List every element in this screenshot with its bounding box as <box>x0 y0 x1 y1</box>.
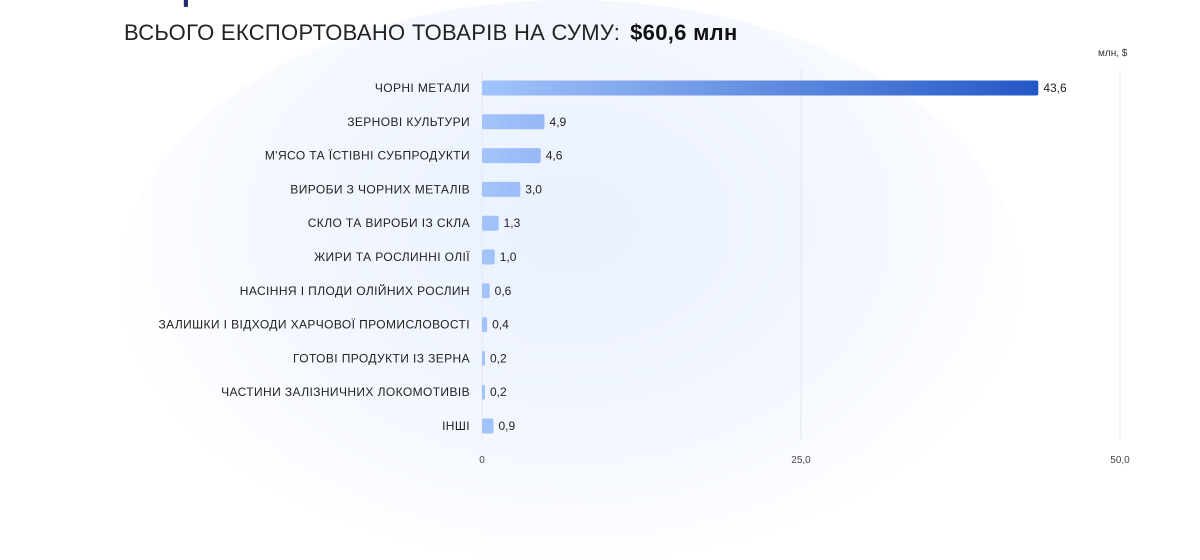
bar <box>482 384 485 400</box>
x-tick-label: 50,0 <box>1110 455 1130 466</box>
bar-row: ГОТОВІ ПРОДУКТИ ІЗ ЗЕРНА 0,2 <box>293 350 507 366</box>
value-label: 4,9 <box>550 115 567 129</box>
category-label: НАСІННЯ І ПЛОДИ ОЛІЙНИХ РОСЛИН <box>240 283 470 298</box>
x-tick-label: 0 <box>479 455 485 466</box>
category-label: СКЛО ТА ВИРОБИ ІЗ СКЛА <box>308 216 470 230</box>
grid-layer <box>481 70 1121 440</box>
bar-row: ЧАСТИНИ ЗАЛІЗНИЧНИХ ЛОКОМОТИВІВ 0,2 <box>221 384 507 400</box>
bar-row: М'ЯСО ТА ЇСТІВНІ СУБПРОДУКТИ 4,6 <box>265 148 563 164</box>
export-total-caption: ВСЬОГО ЕКСПОРТОВАНО ТОВАРІВ НА СУМУ: <box>124 20 621 45</box>
category-label: М'ЯСО ТА ЇСТІВНІ СУБПРОДУКТИ <box>265 149 470 163</box>
bar-row: ВИРОБИ З ЧОРНИХ МЕТАЛІВ 3,0 <box>290 181 542 197</box>
bar-row: ЗЕРНОВІ КУЛЬТУРИ 4,9 <box>347 114 567 130</box>
bar <box>482 215 499 231</box>
value-label: 0,6 <box>495 284 512 298</box>
bar <box>482 249 495 265</box>
bar <box>482 418 494 434</box>
export-total-value: $60,6 млн <box>630 20 738 45</box>
category-label: ЧАСТИНИ ЗАЛІЗНИЧНИХ ЛОКОМОТИВІВ <box>221 385 470 399</box>
bar <box>482 80 1039 96</box>
bar-row: ЧОРНІ МЕТАЛИ 43,6 <box>375 80 1067 96</box>
value-label: 1,3 <box>504 216 521 230</box>
bar-row: ЖИРИ ТА РОСЛИННІ ОЛІЇ 1,0 <box>314 249 517 265</box>
bar-row: ІНШІ 0,9 <box>442 418 515 434</box>
unit-label: млн, $ <box>1098 48 1128 59</box>
bar <box>482 350 485 366</box>
category-label: ЖИРИ ТА РОСЛИННІ ОЛІЇ <box>314 250 470 264</box>
category-label: ЗЕРНОВІ КУЛЬТУРИ <box>347 115 470 129</box>
bars-layer: ЧОРНІ МЕТАЛИ 43,6 ЗЕРНОВІ КУЛЬТУРИ 4,9 М'ЯСО… <box>159 80 1067 434</box>
value-label: 0,2 <box>490 385 507 399</box>
x-axis-ticks: 0 25,0 50,0 <box>479 455 1130 466</box>
export-bar-chart: ЧОРНІ МЕТАЛИ 43,6 ЗЕРНОВІ КУЛЬТУРИ 4,9 М'ЯСО… <box>159 70 1130 466</box>
category-label: ЗАЛИШКИ І ВІДХОДИ ХАРЧОВОЇ ПРОМИСЛОВОСТІ <box>159 318 470 332</box>
bar <box>482 148 541 164</box>
page-title: РЕЦІЯ <box>118 0 222 9</box>
value-label: 4,6 <box>546 149 563 163</box>
value-label: 0,9 <box>498 419 515 433</box>
category-label: ВИРОБИ З ЧОРНИХ МЕТАЛІВ <box>290 182 470 196</box>
bar <box>482 114 545 130</box>
value-label: 43,6 <box>1043 81 1067 95</box>
bar-row: НАСІННЯ І ПЛОДИ ОЛІЙНИХ РОСЛИН 0,6 <box>240 283 512 299</box>
value-label: 0,4 <box>492 318 509 332</box>
bar-row: ЗАЛИШКИ І ВІДХОДИ ХАРЧОВОЇ ПРОМИСЛОВОСТІ… <box>159 317 509 333</box>
bar <box>482 317 488 333</box>
category-label: ГОТОВІ ПРОДУКТИ ІЗ ЗЕРНА <box>293 351 470 365</box>
bar <box>482 283 490 299</box>
export-total-line: ВСЬОГО ЕКСПОРТОВАНО ТОВАРІВ НА СУМУ: $60,… <box>124 20 738 46</box>
value-label: 0,2 <box>490 351 507 365</box>
category-label: ЧОРНІ МЕТАЛИ <box>375 81 470 95</box>
x-tick-label: 25,0 <box>791 455 811 466</box>
value-label: 1,0 <box>500 250 517 264</box>
bar <box>482 181 521 197</box>
bar-row: СКЛО ТА ВИРОБИ ІЗ СКЛА 1,3 <box>308 215 521 231</box>
category-label: ІНШІ <box>442 419 470 433</box>
value-label: 3,0 <box>525 182 542 196</box>
